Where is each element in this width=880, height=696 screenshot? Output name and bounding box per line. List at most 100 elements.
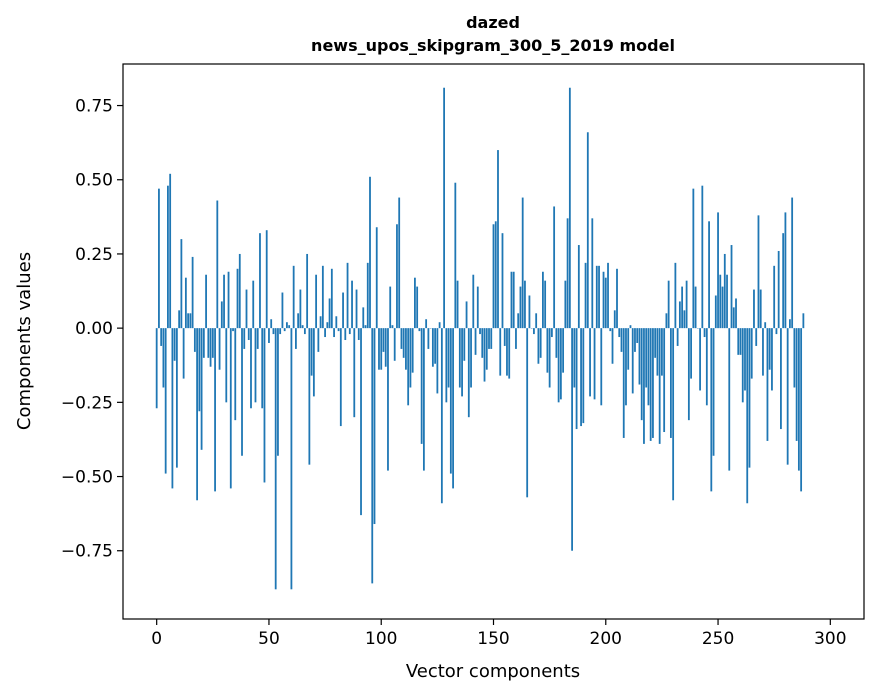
bar: [647, 328, 650, 406]
bar: [463, 328, 466, 361]
bar: [474, 328, 477, 355]
bar: [175, 328, 178, 468]
bar: [571, 328, 573, 551]
bar: [550, 328, 553, 338]
x-tick-label: 200: [590, 629, 622, 649]
bar: [800, 328, 803, 492]
bar: [411, 328, 414, 373]
bar: [187, 313, 190, 329]
x-axis-label: Vector components: [406, 661, 580, 682]
bar: [764, 322, 767, 329]
bar: [481, 328, 484, 358]
bar: [759, 289, 762, 329]
bar: [272, 328, 275, 335]
bar: [526, 328, 529, 498]
bar: [355, 289, 358, 329]
bar: [207, 328, 210, 358]
bar: [371, 328, 374, 584]
y-tick-label: −0.50: [61, 468, 113, 488]
bar: [782, 233, 785, 329]
bar: [669, 328, 672, 438]
bar: [337, 328, 340, 332]
bar: [351, 280, 353, 329]
bar: [261, 328, 264, 409]
bar: [288, 325, 291, 329]
bar: [279, 328, 282, 335]
bar: [281, 292, 284, 329]
bar: [440, 328, 443, 504]
bar: [732, 307, 735, 329]
bar: [189, 313, 192, 329]
bar: [694, 286, 697, 329]
bar: [483, 328, 486, 382]
bar: [198, 328, 201, 412]
bar: [391, 325, 394, 329]
bar: [748, 328, 751, 468]
bar: [750, 328, 753, 379]
bar: [735, 298, 737, 329]
bar: [501, 233, 504, 329]
bar: [254, 328, 257, 403]
bar: [519, 286, 522, 329]
bar: [721, 286, 724, 329]
bar: [396, 224, 398, 329]
bar: [795, 328, 798, 441]
bar: [564, 280, 567, 329]
bar: [562, 328, 565, 373]
bar: [620, 328, 623, 352]
bar: [728, 328, 731, 471]
bar: [766, 328, 769, 441]
bar: [220, 301, 223, 329]
bar: [703, 328, 706, 338]
y-tick-label: 0.00: [75, 319, 113, 339]
bar: [173, 328, 176, 361]
x-axis-ticks: 0 50 100 150 200 250 300: [151, 619, 847, 649]
bar: [295, 328, 297, 349]
bar: [270, 319, 273, 329]
bar: [360, 328, 362, 516]
bar: [238, 253, 241, 329]
bar: [193, 328, 196, 352]
bar: [310, 328, 313, 376]
bar: [335, 316, 338, 329]
bar: [499, 328, 502, 376]
bar: [629, 325, 632, 329]
bar: [454, 182, 457, 329]
bar: [180, 239, 183, 329]
bar: [380, 328, 383, 370]
bar: [548, 328, 551, 388]
bar: [315, 274, 318, 329]
bar: [398, 197, 401, 329]
bar: [613, 310, 616, 329]
bar: [402, 328, 405, 358]
bar: [200, 328, 203, 450]
bar: [393, 328, 396, 361]
bar: [607, 262, 609, 329]
bar: [362, 307, 365, 329]
bar: [252, 280, 255, 329]
bar: [259, 233, 261, 329]
bar: [436, 328, 439, 394]
bar: [636, 328, 639, 343]
bar: [643, 328, 645, 444]
bar: [683, 310, 686, 329]
bar: [490, 328, 493, 349]
bar: [400, 328, 403, 349]
bar: [791, 197, 794, 329]
bar: [485, 328, 488, 370]
plot-frame: [122, 63, 865, 620]
bar: [667, 280, 670, 329]
x-tick-label: 250: [702, 629, 734, 649]
bar: [739, 328, 742, 355]
bar: [488, 328, 490, 349]
y-tick-label: 0.75: [75, 97, 113, 117]
bar: [324, 328, 326, 338]
bar: [600, 328, 603, 406]
bar: [672, 328, 675, 501]
bar: [508, 328, 511, 379]
bar: [164, 328, 167, 474]
bar: [649, 328, 652, 441]
bar: [416, 286, 419, 329]
bar: [184, 277, 187, 329]
bar: [573, 328, 576, 388]
